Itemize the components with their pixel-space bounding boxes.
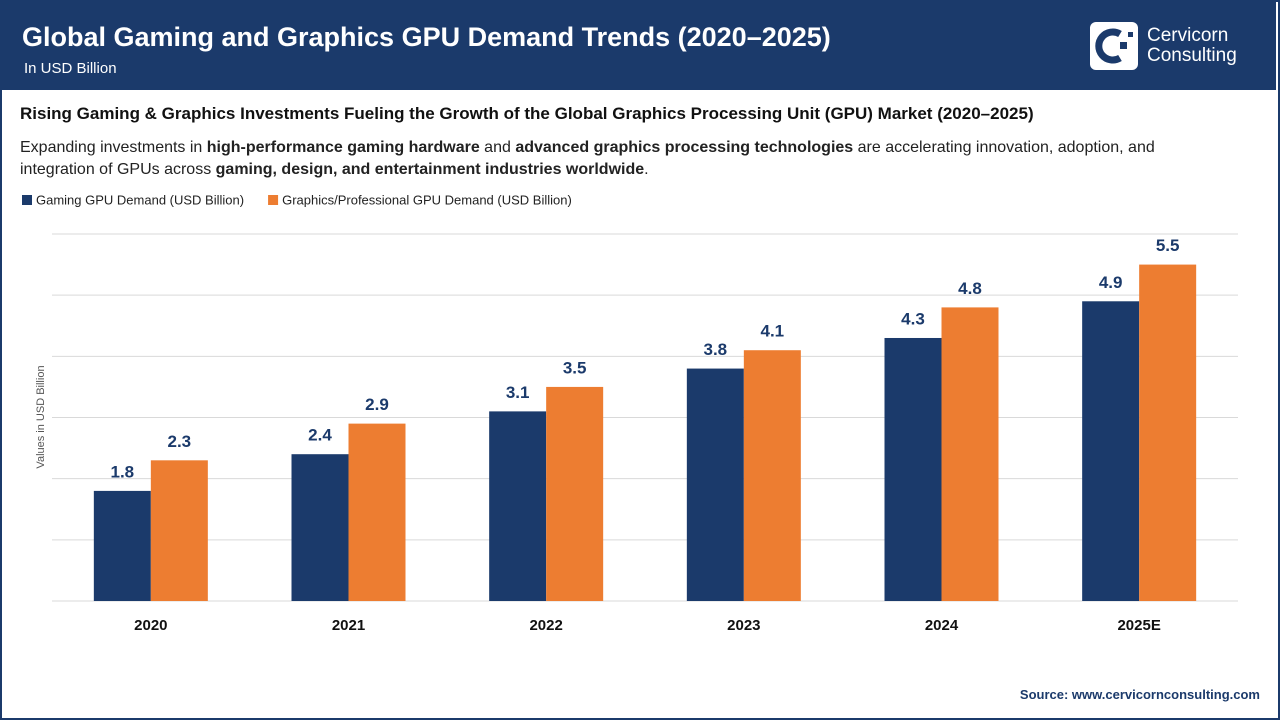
bar xyxy=(743,350,801,601)
bar xyxy=(291,454,349,601)
x-tick-label: 2020 xyxy=(134,617,167,634)
legend-swatch xyxy=(268,195,279,205)
logo-text: Cervicorn Consulting xyxy=(1147,26,1237,66)
legend-swatch xyxy=(22,195,32,205)
bar xyxy=(884,337,942,601)
data-label: 3.1 xyxy=(506,383,530,402)
bar xyxy=(489,411,547,601)
logo-dot xyxy=(1128,32,1133,37)
title: Global Gaming and Graphics GPU Demand Tr… xyxy=(22,22,831,52)
logo-line: Consulting xyxy=(1147,45,1237,66)
bar xyxy=(1139,264,1197,601)
subheading: Rising Gaming & Graphics Investments Fue… xyxy=(20,104,1034,123)
x-tick-label: 2022 xyxy=(529,617,562,634)
data-label: 5.5 xyxy=(1156,236,1180,255)
logo-graphic xyxy=(1095,28,1133,64)
data-label: 1.8 xyxy=(111,462,135,481)
description-text: . xyxy=(644,161,649,178)
data-label: 2.4 xyxy=(308,426,332,445)
data-label: 2.3 xyxy=(168,432,192,451)
x-tick-label: 2021 xyxy=(332,617,365,634)
bar xyxy=(686,368,744,601)
subtitle: In USD Billion xyxy=(24,60,117,77)
logo-dot xyxy=(1120,42,1127,49)
bar xyxy=(1082,301,1140,601)
data-label: 3.5 xyxy=(563,358,587,377)
chart: Gaming GPU Demand (USD Billion) Graphics/… xyxy=(22,192,1238,634)
data-label: 4.8 xyxy=(958,279,982,298)
data-label: 2.9 xyxy=(365,395,389,414)
data-label: 4.9 xyxy=(1099,273,1123,292)
description-text: Expanding investments in xyxy=(20,139,207,156)
description-text: gaming, design, and entertainment indust… xyxy=(215,161,645,178)
x-tick-label: 2024 xyxy=(925,617,959,634)
bar xyxy=(546,386,604,601)
bar xyxy=(941,307,999,601)
header: Global Gaming and Graphics GPU Demand Tr… xyxy=(0,0,1276,90)
data-label: 3.8 xyxy=(704,340,728,359)
bar xyxy=(93,490,151,601)
logo-line: Cervicorn xyxy=(1147,25,1229,46)
description: Expanding investments in high-performanc… xyxy=(20,137,1220,181)
logo-arc xyxy=(1095,28,1122,64)
data-label: 4.3 xyxy=(901,309,925,328)
source: Source: www.cervicornconsulting.com xyxy=(1019,687,1260,702)
description-text: and xyxy=(479,139,516,156)
bar xyxy=(348,423,406,601)
description-text: are accelerating innovation, adoption, a… xyxy=(20,139,1155,178)
description-text: advanced graphics processing technologie… xyxy=(515,139,854,156)
data-label: 4.1 xyxy=(761,322,785,341)
x-tick-label: 2023 xyxy=(727,617,760,634)
y-axis-label: Values in USD Billion xyxy=(35,365,47,468)
logo-icon xyxy=(1090,22,1138,70)
legend-label: Gaming GPU Demand (USD Billion) xyxy=(36,192,244,207)
legend-label: Graphics/Professional GPU Demand (USD Bi… xyxy=(282,192,572,207)
description-text: high-performance gaming hardware xyxy=(206,139,480,156)
bar xyxy=(150,460,208,601)
x-tick-label: 2025E xyxy=(1117,617,1160,634)
